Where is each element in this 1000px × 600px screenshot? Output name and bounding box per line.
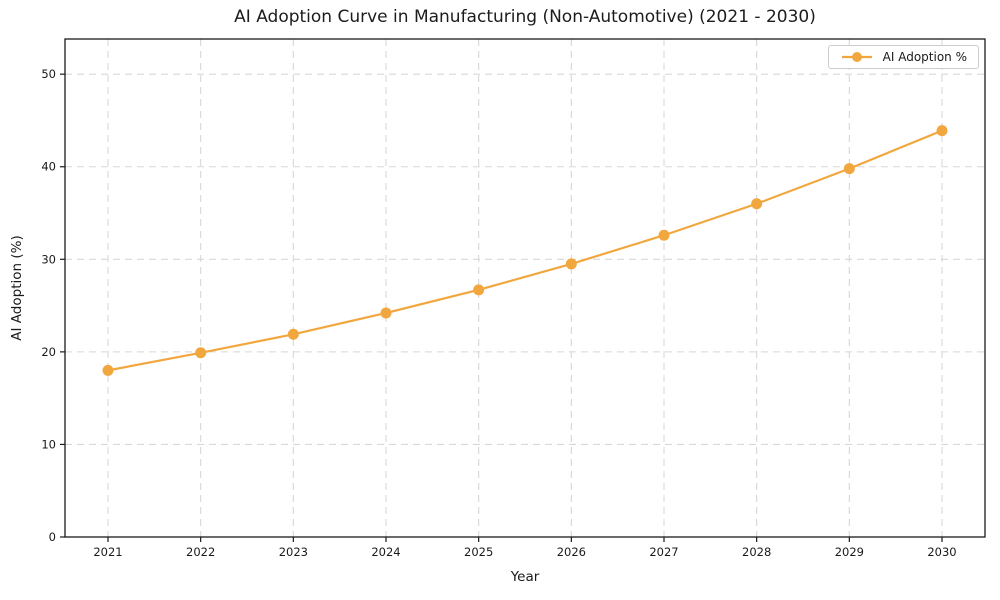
data-point bbox=[565, 258, 577, 270]
x-tick-label: 2030 bbox=[927, 545, 956, 559]
y-tick-label: 10 bbox=[41, 437, 56, 451]
x-tick-label: 2021 bbox=[93, 545, 122, 559]
x-tick-label: 2029 bbox=[835, 545, 864, 559]
data-point bbox=[287, 328, 299, 340]
y-tick-label: 20 bbox=[41, 345, 56, 359]
x-tick-label: 2027 bbox=[649, 545, 678, 559]
data-point bbox=[380, 307, 392, 319]
data-point bbox=[658, 229, 670, 241]
x-tick-label: 2026 bbox=[557, 545, 586, 559]
y-tick-label: 30 bbox=[41, 252, 56, 266]
axes-spines bbox=[64, 38, 986, 538]
data-point bbox=[843, 163, 855, 175]
legend-label: AI Adoption % bbox=[882, 50, 967, 64]
data-point bbox=[473, 284, 485, 296]
y-tick-label: 0 bbox=[49, 530, 56, 544]
data-line bbox=[106, 129, 944, 372]
data-point bbox=[751, 198, 763, 210]
y-tick-label: 40 bbox=[41, 160, 56, 174]
legend: AI Adoption % bbox=[827, 45, 979, 69]
x-tick-label: 2028 bbox=[742, 545, 771, 559]
x-axis-label: Year bbox=[510, 569, 540, 585]
x-tick-label: 2025 bbox=[464, 545, 493, 559]
x-tick-label: 2024 bbox=[371, 545, 400, 559]
data-point bbox=[102, 364, 114, 376]
data-point bbox=[195, 347, 207, 359]
x-tick-label: 2023 bbox=[279, 545, 308, 559]
x-tick-label: 2022 bbox=[186, 545, 215, 559]
y-tick-label: 50 bbox=[41, 67, 56, 81]
legend-line-marker-icon bbox=[841, 52, 872, 62]
data-point bbox=[936, 125, 948, 137]
chart-title: AI Adoption Curve in Manufacturing (Non-… bbox=[234, 7, 816, 27]
